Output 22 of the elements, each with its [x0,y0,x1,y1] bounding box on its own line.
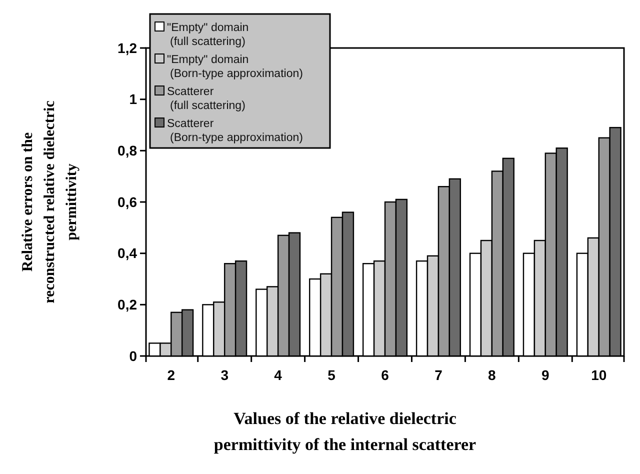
y-tick-label: 1 [129,91,138,108]
x-tick-label: 2 [167,367,176,383]
x-axis-title: Values of the relative dielectric permittivity of the internal scatterer [214,409,477,454]
y-tick-label: 1,2 [118,40,138,56]
y-tick-label: 0 [129,348,138,364]
legend-label: Scatterer (Born-type approximation) [167,118,304,144]
x-tick-label: 3 [220,367,229,383]
y-tick-label: 0,6 [118,194,138,210]
y-tick-label: 0,8 [118,142,138,159]
x-tick-label: 4 [274,367,282,383]
legend-label: "Empty" domain (Born-type approximation) [167,54,304,80]
legend-label: "Empty" domain (full scattering) [167,22,249,48]
y-tick-label: 0,4 [118,245,138,262]
y-tick-label: 0,2 [118,296,138,313]
x-tick-label: 10 [591,367,607,383]
legend-label: Scatterer (full scattering) [167,86,246,112]
x-tick-label: 5 [328,367,336,383]
x-tick-label: 8 [488,367,496,383]
x-tick-label: 9 [542,367,550,383]
x-tick-label: 7 [434,367,443,383]
y-axis-title: Relative errors on the reconstructed relative dielectric permittivity [20,100,80,304]
x-tick-label: 6 [381,367,390,383]
